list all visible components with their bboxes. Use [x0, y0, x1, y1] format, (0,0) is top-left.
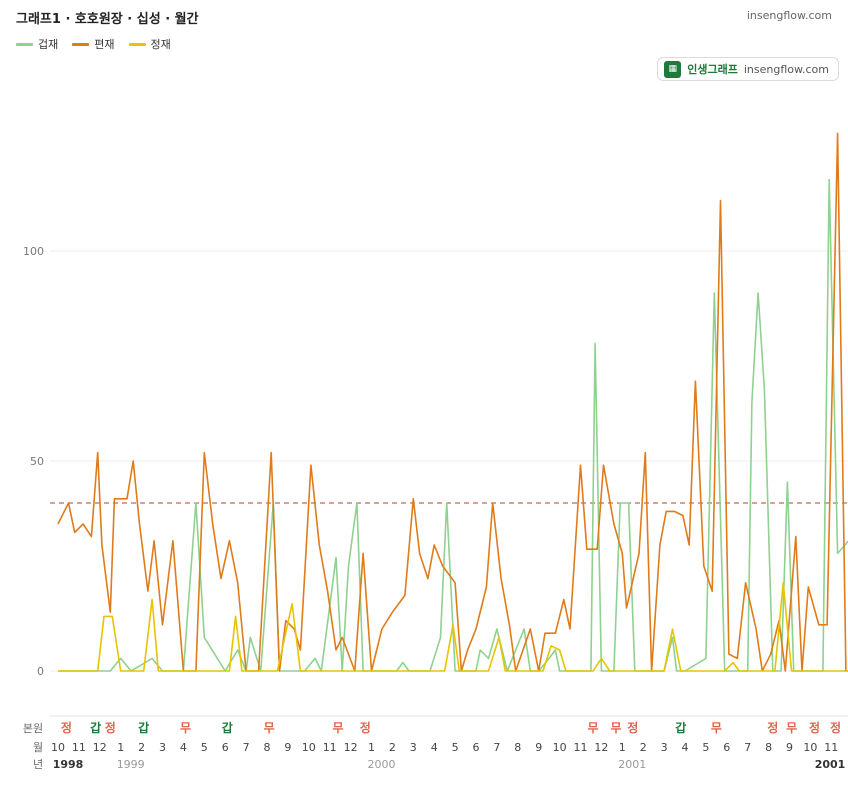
- legend-item-gap[interactable]: 겁재: [16, 36, 58, 52]
- x-tick-label-4: 2: [138, 741, 145, 754]
- x-tick-label-30: 4: [682, 741, 689, 754]
- x-tick-label-3: 1: [117, 741, 124, 754]
- bonwon-mark-6: 무: [264, 721, 275, 735]
- brand-url: insengflow.com: [743, 62, 829, 76]
- brand-badge[interactable]: ▦ 인생그래프 insengflow.com: [657, 57, 839, 81]
- chart-title: 그래프1 · 호호원장 · 십성 · 월간: [16, 12, 199, 27]
- year-label-3: 2001: [618, 758, 646, 771]
- x-tick-label-35: 9: [786, 741, 793, 754]
- x-tick-label-16: 2: [389, 741, 396, 754]
- bonwon-mark-11: 정: [627, 720, 638, 735]
- x-tick-label-13: 11: [323, 741, 337, 754]
- x-tick-label-17: 3: [410, 741, 417, 754]
- x-tick-label-2: 12: [93, 741, 107, 754]
- legend-swatch-jeong: [128, 42, 146, 46]
- x-tick-label-5: 3: [159, 741, 166, 754]
- x-tick-label-11: 9: [284, 741, 291, 754]
- year-label-1: 1999: [117, 758, 145, 771]
- bonwon-mark-1: 갑: [90, 721, 101, 735]
- x-tick-label-23: 9: [535, 741, 542, 754]
- legend-label-gap: 겁재: [38, 38, 59, 51]
- x-tick-label-32: 6: [723, 741, 730, 754]
- x-tick-label-20: 6: [473, 741, 480, 754]
- x-tick-label-27: 1: [619, 741, 626, 754]
- bonwon-mark-4: 무: [180, 721, 191, 735]
- x-tick-label-21: 7: [493, 741, 500, 754]
- x-tick-label-34: 8: [765, 741, 772, 754]
- series-line-pyeon: [57, 132, 848, 672]
- row-label-year: 년: [33, 758, 43, 771]
- x-tick-label-22: 8: [514, 741, 521, 754]
- chart-icon: ▦: [664, 60, 682, 78]
- bonwon-mark-2: 정: [105, 720, 116, 735]
- row-label-bonwon: 본원: [23, 722, 43, 735]
- legend-swatch-pyeon: [72, 42, 90, 46]
- bonwon-mark-16: 정: [809, 720, 820, 735]
- legend-item-pyeon[interactable]: 편재: [72, 36, 115, 52]
- bonwon-mark-8: 정: [360, 720, 371, 735]
- x-tick-label-24: 10: [553, 741, 567, 754]
- bonwon-mark-0: 정: [61, 720, 72, 735]
- bonwon-mark-10: 무: [611, 721, 622, 735]
- x-tick-label-29: 3: [661, 741, 668, 754]
- x-tick-label-26: 12: [594, 741, 608, 754]
- year-label-4: 2001: [815, 758, 846, 771]
- x-tick-label-0: 10: [51, 741, 65, 754]
- x-tick-label-33: 7: [744, 741, 751, 754]
- bonwon-mark-15: 무: [786, 721, 797, 735]
- x-tick-label-7: 5: [201, 741, 208, 754]
- bonwon-mark-7: 무: [333, 721, 344, 735]
- bonwon-mark-13: 무: [711, 721, 722, 735]
- x-tick-label-28: 2: [640, 741, 647, 754]
- bonwon-mark-9: 무: [588, 721, 599, 735]
- x-tick-label-25: 11: [574, 741, 588, 754]
- brand-name: 인생그래프: [687, 63, 738, 76]
- legend-label-jeong: 정재: [150, 38, 171, 51]
- series-line-gap: [58, 178, 848, 672]
- x-tick-label-14: 12: [344, 741, 358, 754]
- x-tick-label-12: 10: [302, 741, 316, 754]
- bonwon-mark-14: 정: [767, 720, 778, 735]
- x-tick-label-10: 8: [264, 741, 271, 754]
- bonwon-mark-12: 갑: [675, 721, 686, 735]
- y-tick-label-0: 0: [37, 665, 44, 678]
- x-tick-label-31: 5: [702, 741, 709, 754]
- bonwon-mark-5: 갑: [222, 721, 233, 735]
- x-tick-label-36: 10: [803, 741, 817, 754]
- x-tick-label-19: 5: [452, 741, 459, 754]
- x-tick-label-9: 7: [243, 741, 250, 754]
- year-label-0: 1998: [53, 758, 84, 771]
- y-tick-label-1: 50: [30, 455, 44, 468]
- legend-swatch-gap: [16, 42, 33, 46]
- legend-item-jeong[interactable]: 정재: [128, 36, 171, 52]
- bonwon-mark-3: 갑: [138, 721, 149, 735]
- series-line-jeong: [58, 582, 848, 672]
- y-tick-label-2: 100: [23, 245, 44, 258]
- row-label-month: 월: [33, 741, 43, 754]
- chart-legend: 겁재 편재 정재: [16, 36, 171, 52]
- year-label-2: 2000: [368, 758, 396, 771]
- site-label[interactable]: insengflow.com: [746, 9, 832, 22]
- x-tick-label-15: 1: [368, 741, 375, 754]
- x-tick-label-37: 11: [824, 741, 838, 754]
- bonwon-mark-17: 정: [830, 720, 841, 735]
- x-tick-label-1: 11: [72, 741, 86, 754]
- x-tick-label-18: 4: [431, 741, 438, 754]
- x-tick-label-8: 6: [222, 741, 229, 754]
- x-tick-label-6: 4: [180, 741, 187, 754]
- legend-label-pyeon: 편재: [94, 38, 115, 51]
